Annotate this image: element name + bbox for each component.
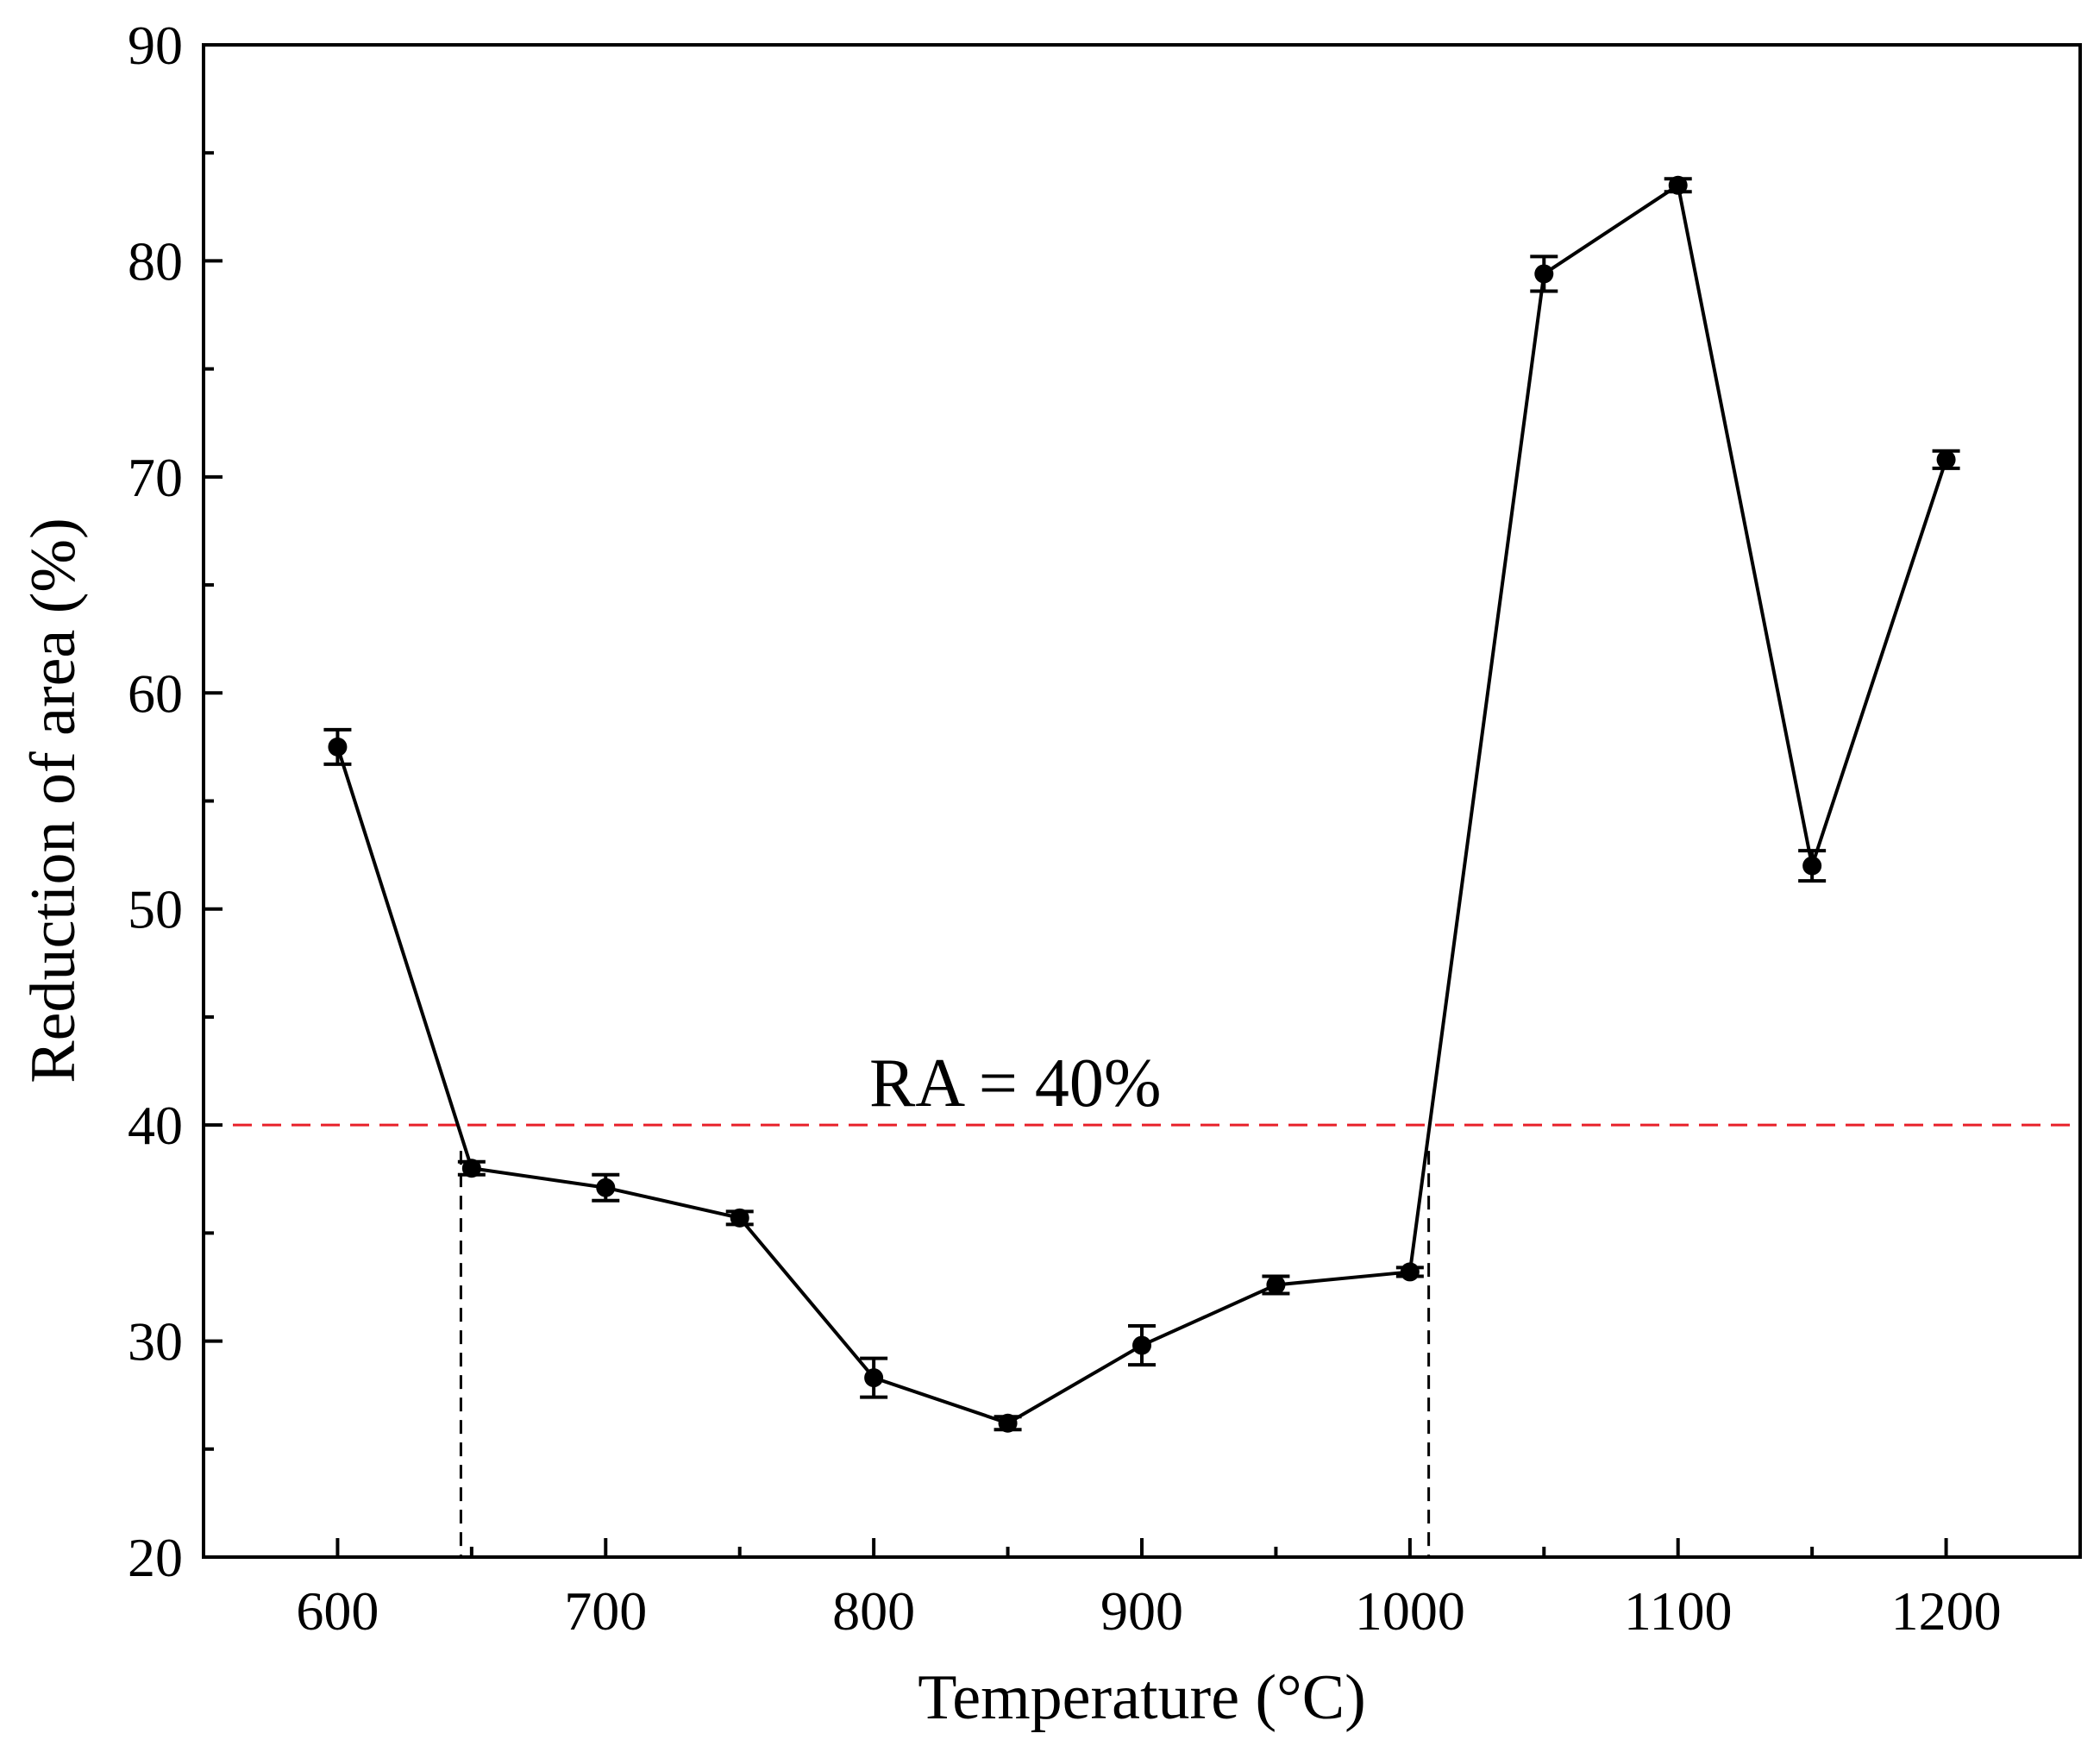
data-point-600 <box>328 737 348 757</box>
data-point-1000 <box>1400 1262 1420 1282</box>
y-axis-title: Reduction of area (%) <box>18 518 89 1083</box>
axes-layer: 600 700 800 900 1000 1100 1200 20 30 40 50 60 70 80 90 <box>128 15 2002 1642</box>
data-point-650 <box>461 1159 481 1178</box>
data-point-750 <box>730 1208 749 1228</box>
x-tick-label-900: 900 <box>1100 1580 1183 1642</box>
data-point-700 <box>596 1178 616 1197</box>
x-tick-label-1000: 1000 <box>1355 1580 1465 1642</box>
ref-line-label: RA = 40% <box>869 1046 1161 1121</box>
y-tick-label-70: 70 <box>128 447 183 508</box>
data-point-1150 <box>1802 856 1822 876</box>
data-point-900 <box>1132 1335 1151 1355</box>
y-tick-label-80: 80 <box>128 230 183 292</box>
y-tick-label-40: 40 <box>128 1095 183 1156</box>
y-tick-label-90: 90 <box>128 15 183 76</box>
series-layer <box>323 175 1960 1433</box>
drop-lines-layer <box>459 1151 1431 1557</box>
x-tick-label-1100: 1100 <box>1624 1580 1733 1642</box>
x-tick-label-800: 800 <box>832 1580 915 1642</box>
x-tick-label-700: 700 <box>564 1580 647 1642</box>
data-point-1050 <box>1534 264 1554 284</box>
x-tick-label-600: 600 <box>296 1580 379 1642</box>
data-point-950 <box>1266 1275 1286 1295</box>
data-point-850 <box>998 1413 1018 1433</box>
data-point-1200 <box>1936 449 1956 469</box>
y-tick-label-50: 50 <box>128 879 183 940</box>
x-tick-label-1200: 1200 <box>1891 1580 2002 1642</box>
x-axis-title: Temperature (°C) <box>918 1662 1366 1733</box>
y-tick-label-20: 20 <box>128 1527 183 1588</box>
data-point-1100 <box>1668 175 1688 195</box>
y-tick-label-30: 30 <box>128 1311 183 1372</box>
y-tick-label-60: 60 <box>128 663 183 724</box>
data-point-800 <box>864 1368 884 1388</box>
